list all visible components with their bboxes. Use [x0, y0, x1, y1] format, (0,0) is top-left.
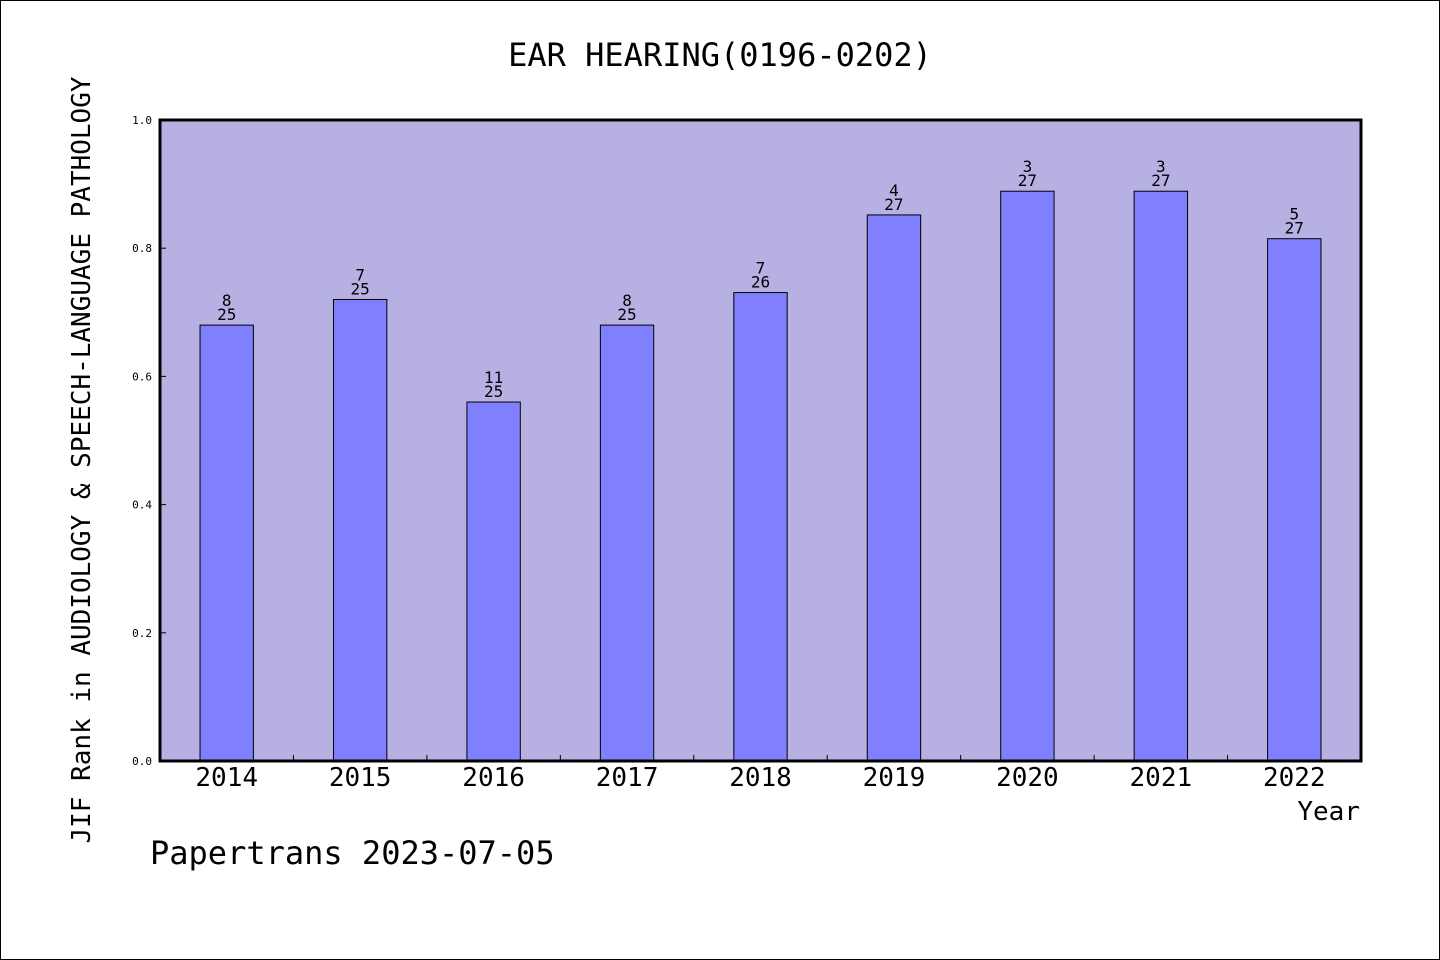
- chart-title: EAR HEARING(0196-0202): [508, 36, 932, 74]
- x-tick-label-2022: 2022: [1263, 763, 1326, 793]
- rank-label-2015: 7: [355, 265, 365, 284]
- rank-label-2017: 8: [622, 291, 632, 310]
- y-axis: 0.0 0.2 0.4 0.6 0.8 1.0: [132, 114, 166, 768]
- total-label-2019: 27: [884, 195, 903, 214]
- total-label-2017: 25: [617, 305, 636, 324]
- x-tick-label-2019: 2019: [863, 763, 926, 793]
- total-label-2015: 25: [351, 279, 370, 298]
- rank-label-2018: 7: [756, 259, 766, 278]
- bar-2015: [332, 298, 388, 762]
- y-tick-label: 0.6: [132, 370, 152, 383]
- y-axis-label: JIF Rank in AUDIOLOGY & SPEECH-LANGUAGE …: [67, 76, 97, 843]
- total-label-2018: 26: [751, 273, 770, 292]
- x-tick-label-2020: 2020: [996, 763, 1059, 793]
- y-tick-label: 0.4: [132, 499, 152, 512]
- bar-2018: [733, 292, 788, 762]
- rank-label-2022: 5: [1289, 205, 1299, 224]
- rank-label-2016: 11: [484, 368, 503, 387]
- x-tick-label-2016: 2016: [462, 763, 525, 793]
- footer-text: Papertrans 2023-07-05: [150, 834, 555, 872]
- bar-2016: [466, 401, 521, 762]
- bar-2020: [1000, 190, 1055, 762]
- rank-label-2021: 3: [1156, 157, 1166, 176]
- y-tick-label: 0.0: [132, 755, 152, 768]
- total-label-2016: 25: [484, 382, 503, 401]
- x-axis-label: Year: [1297, 797, 1360, 827]
- total-label-2021: 27: [1151, 171, 1170, 190]
- bar-2019: [866, 214, 922, 762]
- x-tick-label-2018: 2018: [729, 763, 792, 793]
- bar-2014: [199, 324, 254, 762]
- rank-label-2019: 4: [889, 181, 899, 200]
- rank-label-2014: 8: [222, 291, 232, 310]
- x-axis: 2014 2015 2016 2017 2018 2019 2020 2021 2022: [195, 755, 1326, 793]
- y-tick-label: 0.2: [132, 627, 152, 640]
- bar-2022: [1267, 238, 1322, 762]
- x-tick-label-2021: 2021: [1130, 763, 1193, 793]
- y-tick-label: 0.8: [132, 242, 152, 255]
- bar-2017: [599, 324, 655, 762]
- rank-label-2020: 3: [1023, 157, 1033, 176]
- x-tick-label-2017: 2017: [596, 763, 659, 793]
- total-label-2022: 27: [1285, 219, 1304, 238]
- y-tick-label: 1.0: [132, 114, 152, 127]
- total-label-2014: 25: [217, 305, 236, 324]
- bars: [199, 190, 1322, 762]
- x-tick-label-2015: 2015: [329, 763, 392, 793]
- bar-2021: [1133, 190, 1189, 762]
- x-tick-label-2014: 2014: [195, 763, 258, 793]
- total-label-2020: 27: [1018, 171, 1037, 190]
- plot-frame: [158, 118, 1363, 763]
